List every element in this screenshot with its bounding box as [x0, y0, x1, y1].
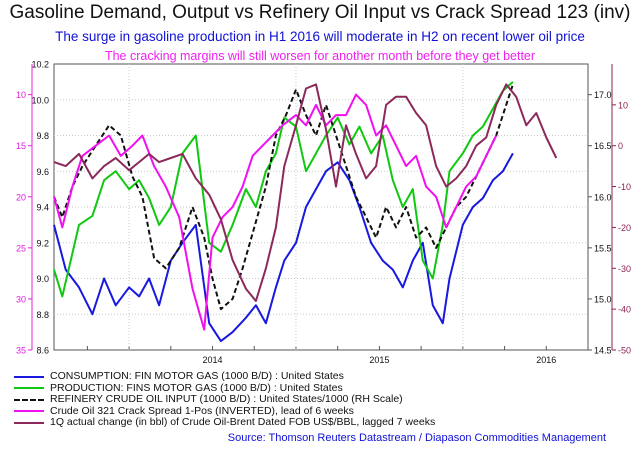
right-outer-tick-label: 10	[618, 100, 628, 110]
legend-label: PRODUCTION: FINS MOTOR GAS (1000 B/D) : …	[50, 381, 343, 394]
right-outer-tick-label: -40	[618, 305, 631, 315]
left-inner-tick-label: 9.6	[36, 167, 49, 177]
left-outer-tick-label: 10	[16, 90, 26, 100]
left-inner-tick-label: 9.0	[36, 274, 49, 284]
series-line-4	[53, 93, 498, 331]
right-outer-tick-label: 0	[618, 141, 623, 151]
left-outer-tick-label: 35	[16, 346, 26, 356]
left-inner-tick-label: 8.8	[36, 310, 49, 320]
chart-subtitle: The surge in gasoline production in H1 2…	[55, 29, 585, 44]
x-tick-label: 2014	[203, 355, 223, 365]
right-inner-tick-label: 15.5	[594, 243, 612, 253]
left-inner-tick-label: 9.4	[36, 203, 49, 213]
series-line-1	[53, 152, 514, 343]
left-outer-tick-label: 25	[16, 243, 26, 253]
x-tick-label: 2015	[369, 355, 389, 365]
series-line-2	[53, 81, 514, 298]
right-outer-tick-label: -30	[618, 264, 631, 274]
right-inner-tick-label: 17.0	[594, 90, 612, 100]
right-inner-tick-label: 15.0	[594, 294, 612, 304]
right-outer-tick-label: -10	[618, 182, 631, 192]
legend-item: PRODUCTION: FINS MOTOR GAS (1000 B/D) : …	[14, 381, 614, 395]
x-tick-label: 2016	[536, 355, 556, 365]
right-inner-tick-label: 16.5	[594, 141, 612, 151]
left-inner-tick-label: 8.6	[36, 346, 49, 356]
legend-swatch	[14, 398, 44, 401]
legend-item: Crude Oil 321 Crack Spread 1-Pos (INVERT…	[14, 404, 614, 418]
legend-label: CONSUMPTION: FIN MOTOR GAS (1000 B/D) : …	[50, 370, 344, 382]
legend-swatch	[14, 375, 44, 378]
source-note: Source: Thomson Reuters Datastream / Dia…	[227, 432, 606, 444]
legend-label: 1Q actual change (in bbl) of Crude Oil-B…	[50, 416, 436, 428]
left-outer-tick-label: 30	[16, 294, 26, 304]
left-inner-tick-label: 9.8	[36, 131, 49, 141]
legend-swatch	[14, 387, 44, 390]
left-inner-tick-label: 10.0	[31, 95, 49, 105]
left-inner-tick-label: 10.2	[31, 60, 49, 70]
right-outer-tick-label: -50	[618, 346, 631, 356]
legend-item: 1Q actual change (in bbl) of Crude Oil-B…	[14, 416, 614, 429]
left-inner-tick-label: 9.2	[36, 238, 49, 248]
chart-annotation: The cracking margins will still worsen f…	[104, 49, 536, 63]
left-outer-tick-label: 20	[16, 192, 26, 202]
right-outer-tick-label: -20	[618, 223, 631, 233]
left-outer-tick-label: 15	[16, 141, 26, 151]
series-line-5	[53, 83, 558, 302]
legend-swatch	[14, 410, 44, 413]
legend-label: REFINERY CRUDE OIL INPUT (1000 B/D) : Un…	[50, 393, 403, 405]
legend-item: CONSUMPTION: FIN MOTOR GAS (1000 B/D) : …	[14, 370, 614, 383]
right-inner-tick-label: 14.5	[594, 346, 612, 356]
legend: CONSUMPTION: FIN MOTOR GAS (1000 B/D) : …	[14, 370, 614, 429]
legend-item: REFINERY CRUDE OIL INPUT (1000 B/D) : Un…	[14, 393, 614, 406]
legend-label: Crude Oil 321 Crack Spread 1-Pos (INVERT…	[50, 404, 354, 417]
chart-title: Gasoline Demand, Output vs Refinery Oil …	[9, 2, 631, 23]
legend-swatch	[14, 421, 44, 424]
right-inner-tick-label: 16.0	[594, 192, 612, 202]
